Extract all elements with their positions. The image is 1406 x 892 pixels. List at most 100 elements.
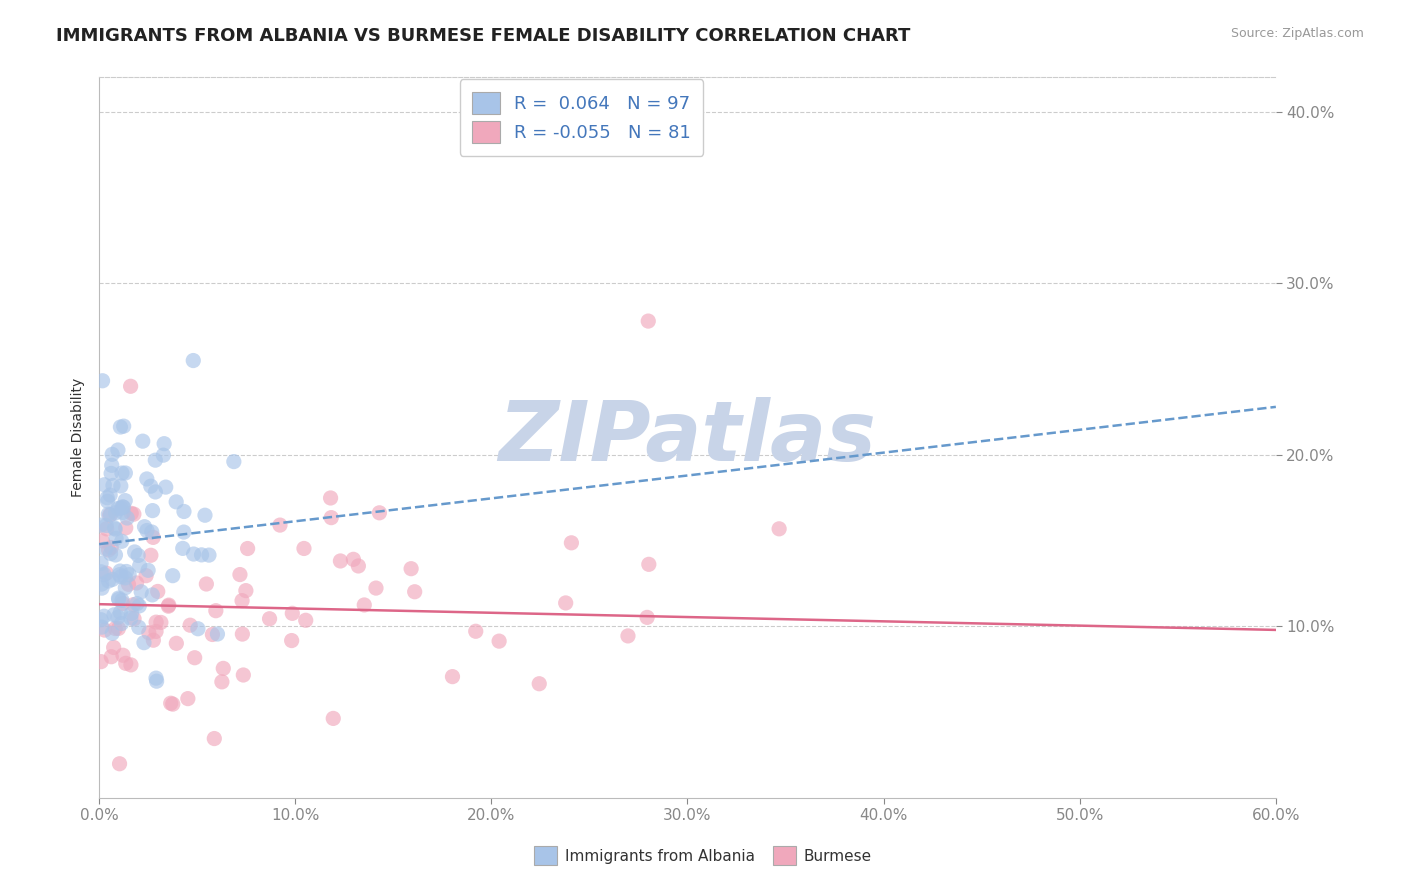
Point [110, 501, 132, 516]
Point [173, 525, 195, 540]
Point [104, 548, 127, 562]
Point [229, 567, 252, 582]
Point [139, 549, 162, 563]
Point [107, 591, 129, 605]
Point [194, 508, 217, 523]
Point [90, 581, 112, 595]
Point [97, 507, 120, 521]
Point [122, 598, 145, 612]
Point [143, 453, 166, 467]
Point [202, 731, 225, 746]
Point [100, 541, 122, 555]
Point [181, 353, 204, 368]
Point [91, 533, 114, 548]
Point [353, 598, 375, 612]
Point [98, 488, 121, 502]
Point [96, 522, 118, 536]
Point [132, 434, 155, 449]
Point [101, 626, 124, 640]
Point [112, 500, 135, 515]
Point [145, 485, 167, 500]
Point [364, 581, 387, 595]
Point [111, 648, 134, 663]
Point [128, 599, 150, 613]
Point [152, 448, 174, 462]
Point [135, 568, 157, 582]
Point [146, 584, 169, 599]
Point [368, 506, 391, 520]
Point [768, 522, 790, 536]
Point [128, 620, 150, 634]
Point [159, 696, 181, 710]
Point [114, 521, 136, 535]
Point [149, 615, 172, 630]
Text: IMMIGRANTS FROM ALBANIA VS BURMESE FEMALE DISABILITY CORRELATION CHART: IMMIGRANTS FROM ALBANIA VS BURMESE FEMAL… [56, 27, 911, 45]
Point [120, 379, 142, 393]
Point [235, 583, 257, 598]
Point [321, 510, 343, 524]
Text: ZIPatlas: ZIPatlas [499, 397, 876, 478]
Point [222, 454, 245, 468]
Point [115, 511, 138, 525]
Point [124, 545, 146, 559]
Point [100, 467, 122, 481]
Point [97, 494, 120, 508]
Point [404, 584, 426, 599]
Point [142, 503, 165, 517]
Point [104, 522, 127, 536]
Point [637, 314, 659, 328]
Point [187, 622, 209, 636]
Point [205, 604, 228, 618]
Point [98, 508, 121, 522]
Point [107, 501, 129, 516]
Point [110, 570, 132, 584]
Point [183, 650, 205, 665]
Point [172, 541, 194, 556]
Point [141, 524, 163, 539]
Point [103, 607, 125, 622]
Point [162, 697, 184, 711]
Point [93, 623, 115, 637]
Point [125, 597, 148, 611]
Point [145, 624, 167, 639]
Point [138, 625, 160, 640]
Point [554, 596, 576, 610]
Point [93, 609, 115, 624]
Point [101, 573, 124, 587]
Point [145, 671, 167, 685]
Point [281, 607, 304, 621]
Point [90, 565, 112, 579]
Point [107, 610, 129, 624]
Point [108, 564, 131, 578]
Point [231, 627, 253, 641]
Point [112, 419, 135, 434]
Point [111, 593, 134, 607]
Point [142, 530, 165, 544]
Point [114, 466, 136, 480]
Point [329, 554, 352, 568]
Point [617, 629, 640, 643]
Point [96, 566, 118, 581]
Point [108, 756, 131, 771]
Point [195, 577, 218, 591]
Point [190, 548, 212, 562]
Point [231, 593, 253, 607]
Point [636, 610, 658, 624]
Point [93, 567, 115, 582]
Point [100, 649, 122, 664]
Point [637, 558, 659, 572]
Point [100, 508, 122, 522]
Point [125, 576, 148, 591]
Point [212, 661, 235, 675]
Point [529, 677, 551, 691]
Point [136, 563, 159, 577]
Point [399, 562, 422, 576]
Point [236, 541, 259, 556]
Point [155, 480, 177, 494]
Point [121, 607, 143, 621]
Point [134, 519, 156, 533]
Point [107, 592, 129, 607]
Point [145, 615, 167, 629]
Point [97, 543, 120, 558]
Point [294, 613, 316, 627]
